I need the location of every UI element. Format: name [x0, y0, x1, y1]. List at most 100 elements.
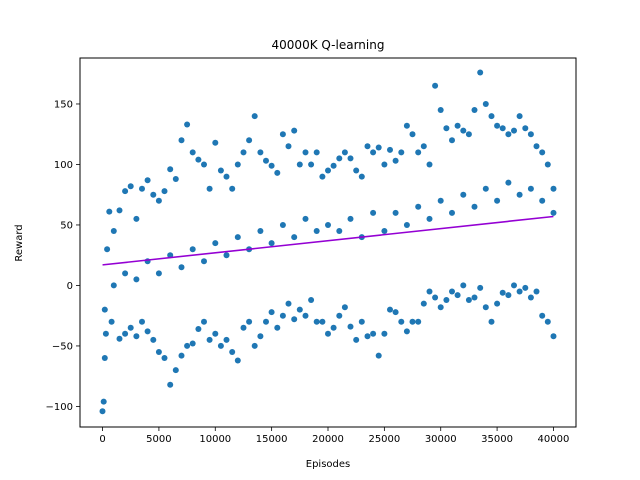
data-point	[432, 294, 439, 301]
data-point	[217, 342, 224, 349]
data-point	[364, 143, 371, 150]
data-point	[313, 228, 320, 234]
data-point	[144, 328, 151, 335]
data-point	[494, 122, 501, 129]
data-point	[133, 215, 140, 222]
data-point	[341, 149, 348, 156]
data-point	[330, 324, 337, 331]
x-tick-label: 25000	[368, 434, 400, 445]
data-point	[240, 149, 247, 156]
data-point	[291, 127, 298, 134]
data-point	[522, 125, 529, 132]
data-point	[201, 258, 207, 265]
data-point	[499, 125, 506, 132]
data-point	[488, 113, 495, 120]
data-point	[161, 355, 168, 361]
data-point	[347, 323, 354, 330]
data-point	[234, 234, 241, 241]
data-point	[499, 289, 506, 296]
data-point	[116, 207, 123, 214]
chart-title: 40000K Q-learning	[272, 38, 385, 52]
data-point	[381, 228, 388, 234]
data-point	[370, 149, 377, 156]
x-axis-ticks: 0 5000 10000 15000 20000 25000 30000 35000 40000	[99, 427, 569, 445]
data-point	[127, 183, 134, 190]
data-point	[217, 167, 224, 174]
x-tick-label: 5000	[146, 434, 171, 445]
data-point	[161, 188, 168, 195]
data-point	[139, 185, 145, 192]
x-tick-label: 40000	[538, 434, 570, 445]
y-tick-label: −100	[46, 402, 73, 413]
data-point	[101, 355, 108, 361]
data-point	[223, 336, 230, 343]
data-point	[494, 197, 501, 204]
data-point	[240, 324, 247, 331]
data-point	[533, 143, 540, 150]
data-point	[465, 297, 472, 303]
data-point	[223, 252, 230, 259]
data-point	[212, 330, 219, 337]
data-point	[364, 333, 371, 340]
data-point	[398, 318, 405, 325]
data-point	[101, 306, 108, 313]
data-point	[550, 209, 557, 216]
data-point	[144, 177, 151, 184]
data-point	[358, 173, 365, 180]
data-point	[465, 131, 472, 138]
data-point	[155, 349, 162, 355]
data-point	[550, 333, 557, 340]
data-point	[257, 228, 264, 234]
data-point	[454, 292, 461, 299]
data-point	[201, 318, 207, 325]
data-point	[449, 288, 455, 295]
data-point	[251, 342, 258, 349]
data-point	[539, 197, 546, 204]
data-point	[527, 131, 534, 138]
data-point	[482, 185, 489, 192]
data-point	[375, 144, 382, 151]
data-point	[539, 312, 546, 319]
data-point	[325, 330, 331, 337]
data-point	[370, 330, 377, 337]
data-point	[274, 324, 281, 331]
data-point	[110, 228, 117, 234]
data-point	[122, 188, 129, 195]
data-point	[527, 294, 534, 301]
data-point	[443, 125, 450, 132]
y-tick-label: 0	[67, 281, 73, 292]
data-point	[392, 209, 399, 216]
data-point	[291, 234, 298, 241]
trend-line	[102, 215, 554, 266]
data-point	[325, 222, 331, 228]
data-point	[234, 161, 241, 168]
data-point	[341, 304, 348, 311]
plot-area	[99, 69, 557, 415]
data-point	[206, 336, 213, 343]
data-point	[347, 215, 354, 222]
data-point	[415, 203, 422, 210]
data-point	[319, 318, 326, 325]
data-point	[167, 166, 174, 173]
data-point	[482, 304, 489, 311]
data-point	[106, 208, 113, 215]
data-point	[471, 203, 478, 210]
data-point	[454, 122, 461, 129]
data-point	[415, 318, 422, 325]
data-point	[122, 330, 129, 337]
data-point	[257, 333, 264, 340]
data-point	[460, 127, 467, 134]
data-point	[437, 197, 444, 204]
data-point	[313, 149, 320, 156]
x-axis-label: Episodes	[306, 459, 350, 470]
data-point	[358, 318, 365, 325]
data-point	[336, 228, 343, 234]
data-point	[178, 137, 185, 144]
data-point	[432, 82, 439, 89]
data-point	[336, 155, 343, 162]
data-point	[437, 304, 444, 311]
data-point	[263, 157, 269, 164]
data-point	[527, 185, 534, 192]
data-point	[246, 137, 253, 144]
data-point	[285, 143, 292, 150]
